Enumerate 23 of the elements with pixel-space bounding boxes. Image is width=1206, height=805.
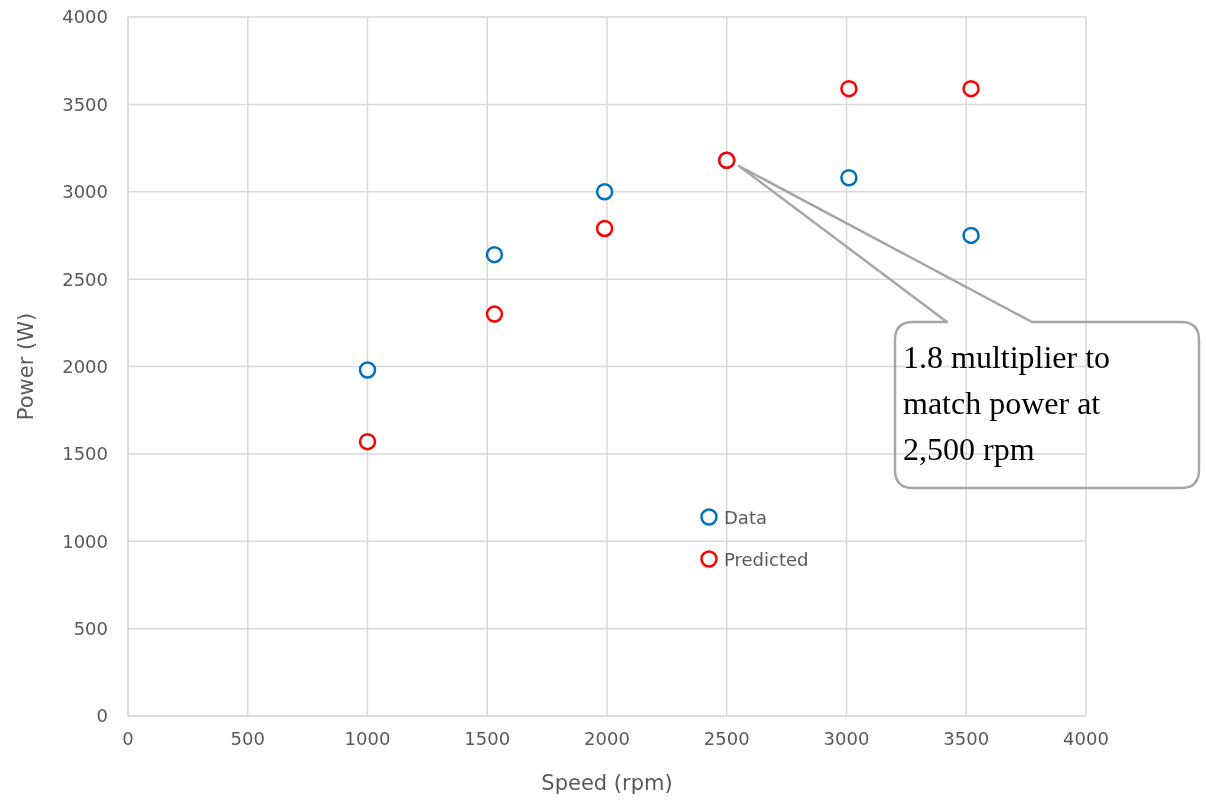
y-axis-title: Power (W) xyxy=(14,312,39,421)
x-tick-label: 1500 xyxy=(464,727,511,749)
x-tick-label: 2000 xyxy=(584,727,630,749)
x-tick-label: 500 xyxy=(230,727,265,749)
y-tick-label: 2500 xyxy=(62,268,108,290)
x-tick-label: 0 xyxy=(122,727,134,749)
x-axis-title: Speed (rpm) xyxy=(541,771,673,795)
y-tick-label: 2000 xyxy=(62,355,108,377)
x-tick-label: 3500 xyxy=(943,727,990,749)
x-tick-label: 4000 xyxy=(1063,727,1109,749)
legend-label: Predicted xyxy=(724,548,809,570)
y-tick-label: 0 xyxy=(96,705,108,727)
annotation: 1.8 multiplier to match power at 2,500 rpm xyxy=(903,338,1112,469)
y-tick-label: 500 xyxy=(73,618,108,640)
y-tick-label: 1500 xyxy=(62,443,108,465)
x-tick-label: 1000 xyxy=(344,727,391,749)
y-tick-label: 1000 xyxy=(62,530,108,552)
y-tick-label: 4000 xyxy=(62,6,108,28)
x-tick-label: 2500 xyxy=(703,727,750,749)
x-tick-label: 3000 xyxy=(823,727,870,749)
y-tick-label: 3500 xyxy=(62,93,108,115)
legend-label: Data xyxy=(724,506,767,528)
y-tick-label: 3000 xyxy=(62,181,108,203)
